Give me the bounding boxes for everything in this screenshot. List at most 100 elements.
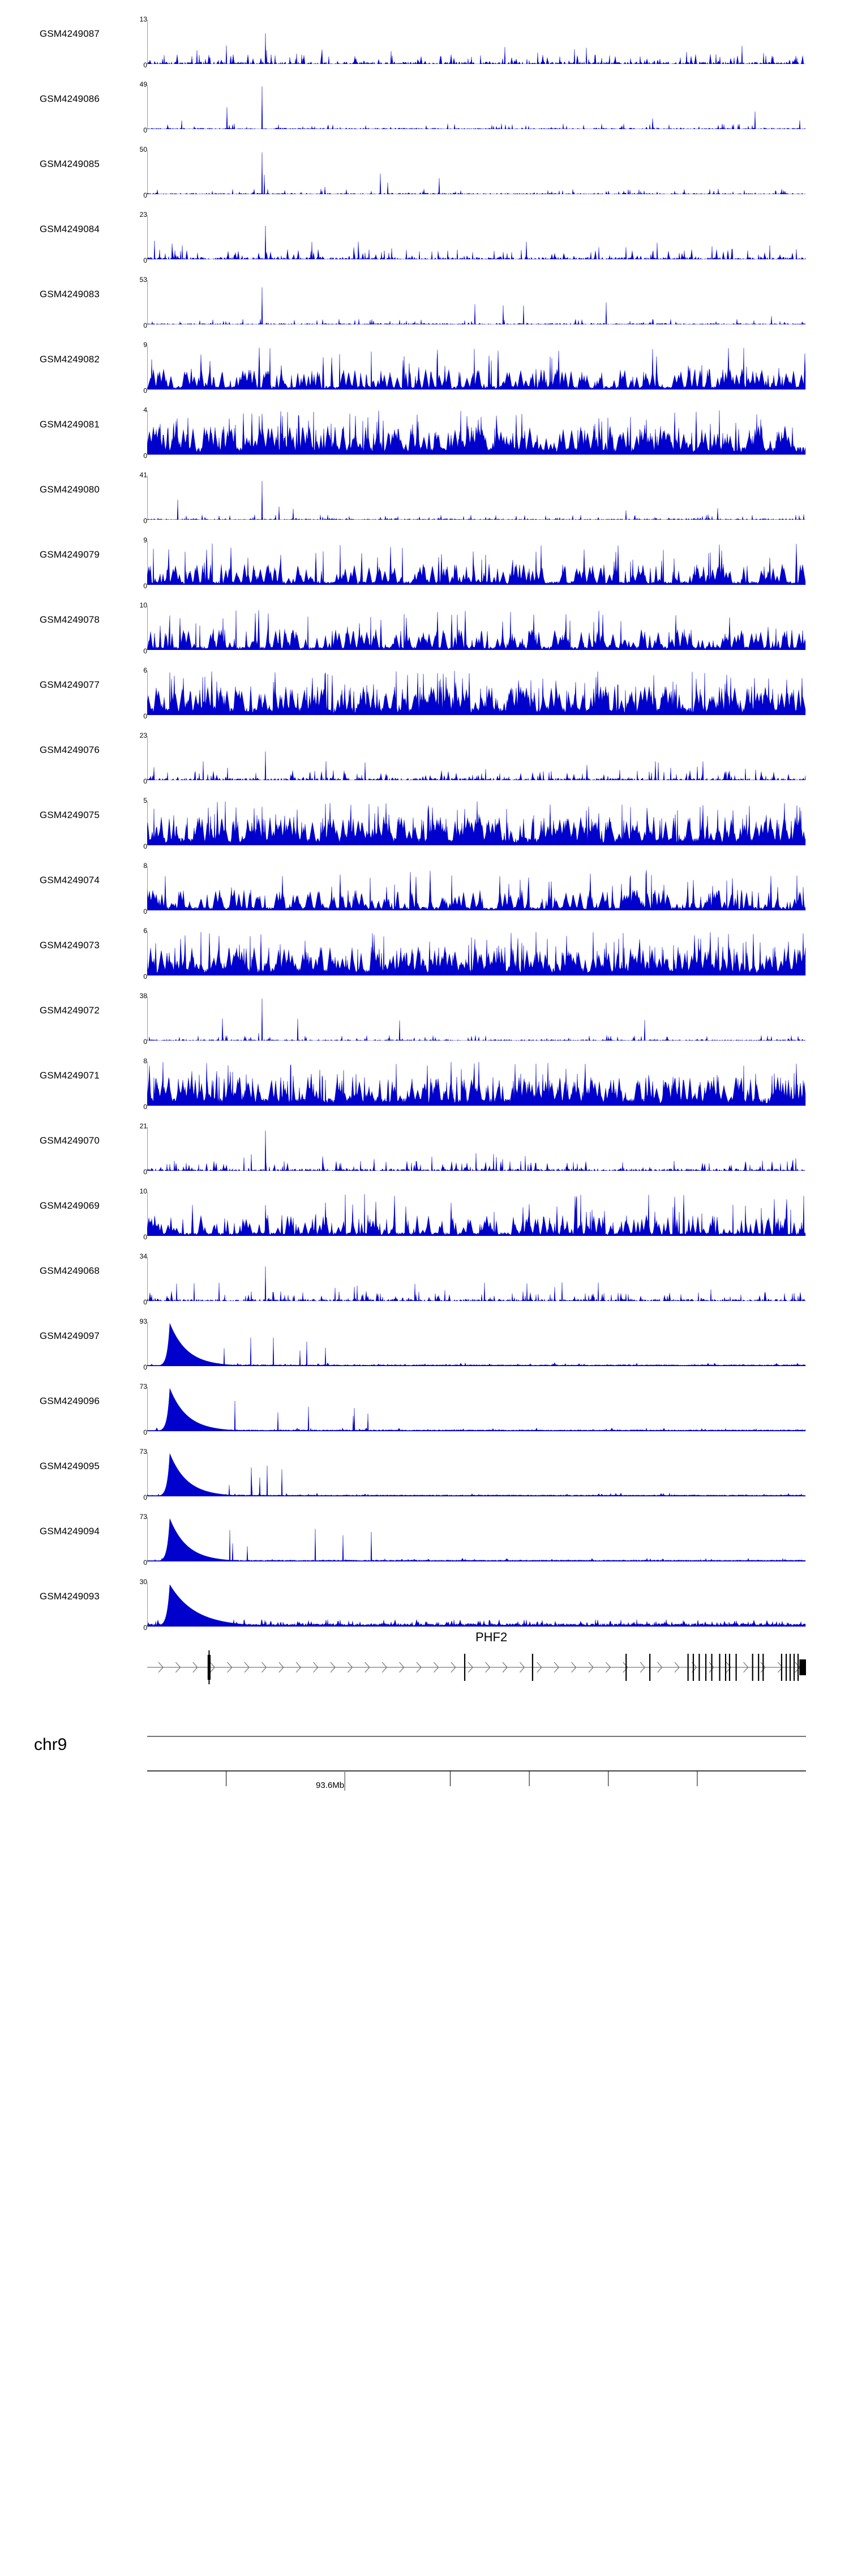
signal-track: GSM4249071 8 0 [0,1042,849,1111]
track-label: GSM4249079 [40,549,100,560]
y-axis-min-label: 0 [143,777,147,785]
signal-track: GSM4249086 49 0 [0,65,849,134]
track-label: GSM4249085 [40,159,100,169]
signal-track: GSM4249074 8 0 [0,846,849,915]
signal-track: GSM4249097 93 0 [0,1302,849,1371]
track-label: GSM4249094 [40,1526,100,1537]
track-label: GSM4249095 [40,1461,100,1471]
track-label: GSM4249075 [40,810,100,820]
track-label: GSM4249086 [40,93,100,104]
y-axis-max-label: 49 [139,80,147,88]
track-label: GSM4249082 [40,354,100,365]
track-plot-area [147,1192,806,1236]
y-axis-max-label: 30 [139,1578,147,1586]
track-label: GSM4249080 [40,484,100,495]
signal-track: GSM4249095 73 0 [0,1432,849,1501]
y-axis-max-label: 41 [139,471,147,479]
y-axis: 49 0 [122,80,147,134]
y-axis-min-label: 0 [143,191,147,199]
track-label: GSM4249077 [40,679,100,690]
chromosome-axis-track: chr9 93.6Mb [0,1713,849,1837]
track-plot-area [147,1062,806,1106]
track-plot-area [147,801,806,845]
y-axis-min-label: 0 [143,1494,147,1501]
track-plot-area [147,150,806,194]
signal-track: GSM4249094 73 0 [0,1497,849,1567]
y-axis-max-label: 21 [139,1122,147,1130]
y-axis: 10 0 [122,1187,147,1241]
y-axis-min-label: 0 [143,126,147,134]
y-axis-min-label: 0 [143,712,147,720]
y-axis-max-label: 34 [139,1252,147,1260]
signal-track: GSM4249075 5 0 [0,781,849,850]
y-axis-min-label: 0 [143,1038,147,1046]
track-label: GSM4249068 [40,1265,100,1276]
y-axis: 41 0 [122,471,147,525]
y-axis-max-label: 10 [139,601,147,609]
signal-track: GSM4249082 9 0 [0,326,849,395]
y-axis: 23 0 [122,731,147,785]
signal-tracks-container: GSM4249087 13 0 GSM4249086 49 0 GSM4249085 50 0 G… [0,0,849,1632]
track-label: GSM4249073 [40,940,100,951]
gene-annotation-track: PHF2 [0,1628,849,1713]
track-plot-area [147,1387,806,1431]
y-axis: 34 0 [122,1252,147,1306]
chromosome-ruler [147,1723,806,1794]
signal-track: GSM4249079 9 0 [0,521,849,590]
y-axis: 38 0 [122,992,147,1046]
y-axis: 73 0 [122,1448,147,1501]
y-axis-max-label: 8 [143,862,147,870]
y-axis: 50 0 [122,146,147,199]
y-axis-min-label: 0 [143,322,147,330]
track-plot-area [147,931,806,975]
y-axis-min-label: 0 [143,582,147,590]
signal-track: GSM4249069 10 0 [0,1172,849,1241]
y-axis-max-label: 73 [139,1448,147,1456]
y-axis: 21 0 [122,1122,147,1176]
y-axis: 23 0 [122,211,147,264]
track-label: GSM4249078 [40,614,100,625]
track-plot-area [147,215,806,259]
track-plot-area [147,1322,806,1366]
signal-track: GSM4249068 34 0 [0,1237,849,1306]
signal-track: GSM4249096 73 0 [0,1367,849,1436]
y-axis-min-label: 0 [143,1559,147,1567]
y-axis-max-label: 5 [143,797,147,805]
signal-track: GSM4249073 6 0 [0,912,849,981]
track-label: GSM4249084 [40,224,100,234]
track-label: GSM4249076 [40,744,100,755]
track-label: GSM4249074 [40,875,100,885]
y-axis-max-label: 23 [139,211,147,219]
signal-track: GSM4249077 6 0 [0,651,849,720]
y-axis-min-label: 0 [143,387,147,395]
track-label: GSM4249072 [40,1005,100,1016]
y-axis-min-label: 0 [143,1233,147,1241]
signal-track: GSM4249085 50 0 [0,130,849,199]
chromosome-label: chr9 [34,1735,67,1754]
y-axis-max-label: 9 [143,536,147,544]
signal-track: GSM4249084 23 0 [0,195,849,264]
signal-track: GSM4249087 13 0 [0,0,849,69]
y-axis-max-label: 53 [139,276,147,284]
y-axis-min-label: 0 [143,908,147,915]
y-axis-max-label: 4 [143,406,147,414]
track-plot-area [147,1582,806,1627]
signal-track: GSM4249081 4 0 [0,391,849,460]
signal-track: GSM4249078 10 0 [0,586,849,655]
track-plot-area [147,1127,806,1171]
track-plot-area [147,476,806,520]
y-axis-min-label: 0 [143,61,147,69]
y-axis: 10 0 [122,601,147,655]
track-label: GSM4249096 [40,1396,100,1406]
y-axis-max-label: 6 [143,666,147,674]
y-axis-max-label: 50 [139,146,147,153]
track-plot-area [147,1517,806,1561]
y-axis-min-label: 0 [143,647,147,655]
y-axis-min-label: 0 [143,1103,147,1111]
track-plot-area [147,1452,806,1496]
